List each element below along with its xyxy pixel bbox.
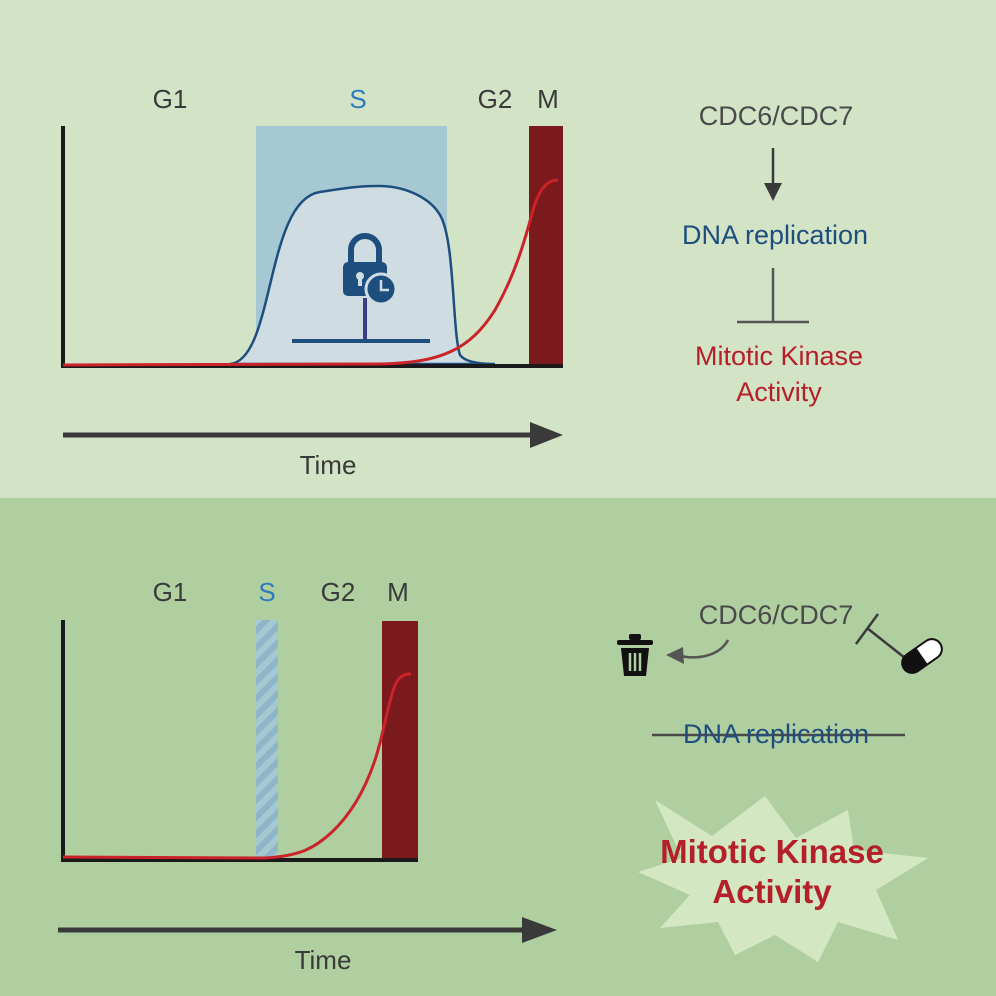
phase-label-m: M	[387, 577, 409, 607]
degradation-arrow	[679, 639, 730, 659]
mka-line1: Mitotic Kinase	[694, 341, 864, 371]
dna-replication-label: DNA replication	[682, 719, 870, 749]
cdc6-cdc7-label: CDC6/CDC7	[698, 600, 854, 630]
time-axis-label: Time	[299, 450, 357, 480]
phase-label-s: S	[258, 577, 276, 607]
mka-line1: Mitotic Kinase	[660, 833, 884, 870]
mitotic-kinase-activity-label: Mitotic Kinase Activity	[660, 832, 884, 912]
m-phase-bar	[529, 126, 563, 366]
clock-icon	[364, 272, 398, 306]
phase-label-s: S	[349, 84, 367, 114]
trash-icon	[617, 634, 653, 676]
inhibitor-line	[866, 627, 906, 659]
dna-replication-label: DNA replication	[681, 220, 869, 250]
mitotic-kinase-activity-label: Mitotic Kinase Activity	[695, 338, 863, 410]
pill-icon	[901, 638, 943, 674]
mka-line2: Activity	[712, 873, 832, 910]
mka-line2: Activity	[736, 377, 822, 407]
m-phase-bar	[382, 621, 418, 860]
s-phase-band-hatched	[256, 620, 278, 860]
phase-label-m: M	[537, 84, 559, 114]
activity-burst	[638, 796, 928, 962]
phase-label-g1: G1	[152, 577, 188, 607]
phase-label-g1: G1	[152, 84, 188, 114]
cdc6-cdc7-label: CDC6/CDC7	[698, 101, 854, 131]
inhibitor-bar	[854, 613, 880, 645]
phase-label-g2: G2	[320, 577, 356, 607]
top-panel	[0, 0, 996, 498]
time-axis-label: Time	[294, 945, 352, 975]
phase-label-g2: G2	[477, 84, 513, 114]
kinase-curve	[62, 178, 559, 367]
kinase-curve	[62, 672, 412, 860]
